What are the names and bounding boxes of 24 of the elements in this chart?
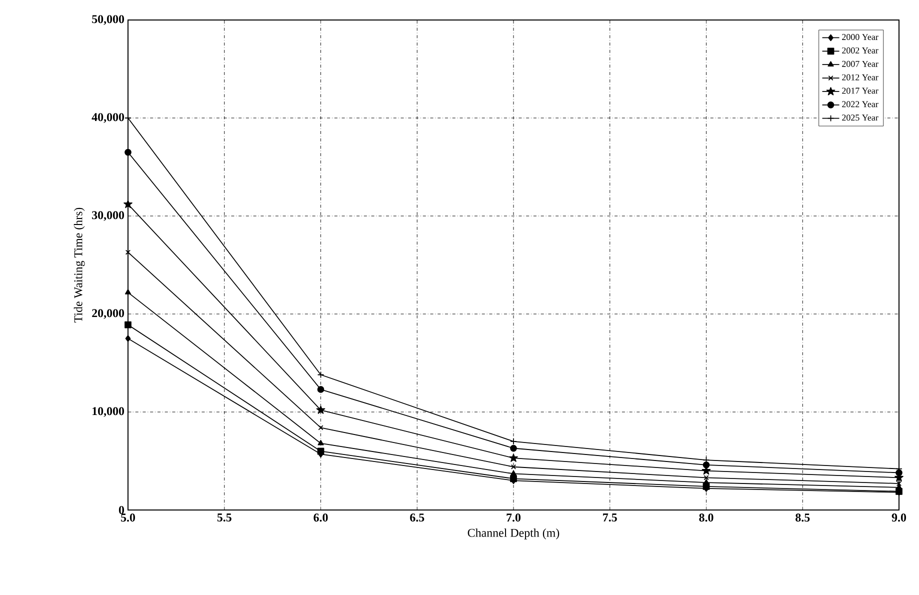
legend-label: 2017 Year — [842, 88, 878, 94]
y-tick-label: 20,000 — [92, 309, 124, 319]
x-tick-label: 5.5 — [217, 514, 232, 522]
legend-label: 2002 Year — [842, 47, 878, 54]
x-tick-label: 6.0 — [314, 514, 328, 522]
y-tick-label: 10,000 — [92, 407, 124, 417]
legend-label: 2022 Year — [842, 101, 878, 108]
y-tick-label: 50,000 — [92, 15, 124, 25]
x-tick-label: 8.0 — [699, 514, 714, 522]
x-tick-label: 5.0 — [121, 514, 136, 522]
y-tick-label: 0 — [118, 506, 124, 514]
y-axis-title: Tide Waiting Time (hrs) — [74, 208, 85, 322]
x-tick-label: 8.5 — [796, 514, 810, 522]
x-tick-label: 7.0 — [506, 514, 521, 522]
x-tick-label: 7.5 — [603, 514, 617, 522]
y-tick-label: 30,000 — [92, 211, 124, 221]
x-tick-label: 6.5 — [410, 514, 424, 522]
legend-label: 2007 Year — [842, 60, 878, 67]
legend-label: 2000 Year — [842, 34, 878, 40]
legend-label: 2025 Year — [842, 114, 878, 121]
y-tick-label: 40,000 — [92, 113, 124, 123]
x-axis-title: Channel Depth (m) — [468, 528, 560, 540]
x-tick-label: 9.0 — [892, 514, 906, 522]
legend-label: 2012 Year — [842, 74, 878, 80]
